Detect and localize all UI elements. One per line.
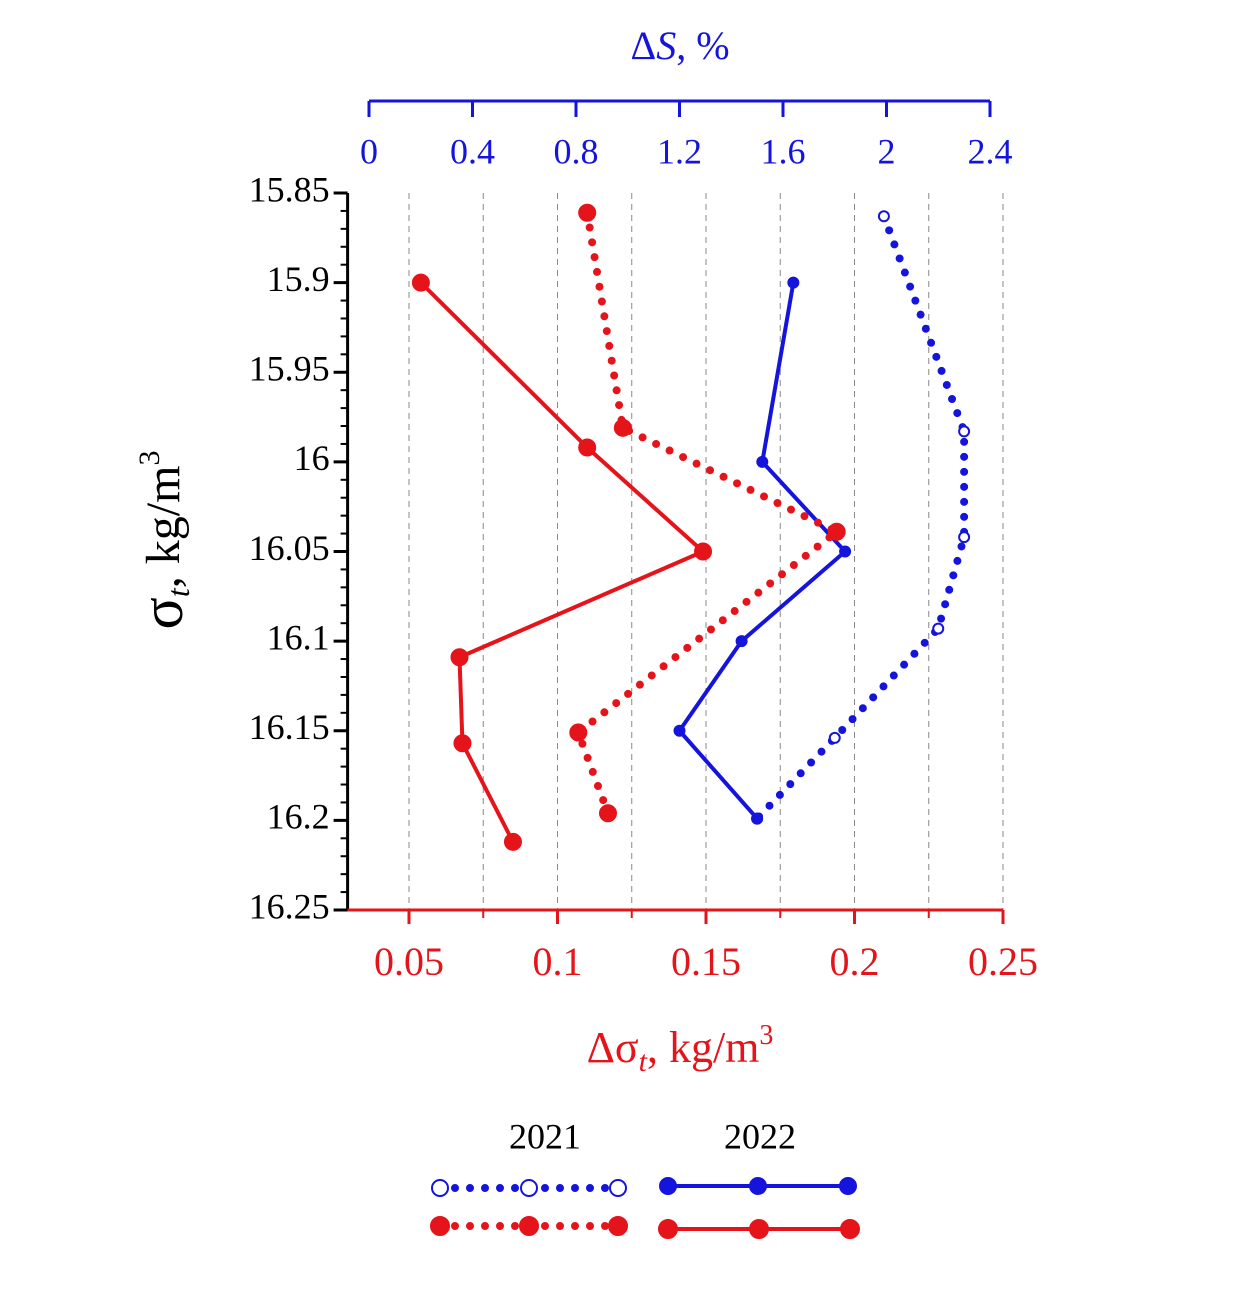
y-tick-label: 16.15 [249,707,330,747]
y-tick-label: 16.2 [267,797,330,837]
data-point [578,438,597,457]
legend-marker [840,1219,860,1239]
y-tick-label: 16.1 [267,617,330,657]
data-point [453,734,472,753]
y-tick-label: 15.95 [249,349,330,389]
top-axis-label: ΔS, % [630,23,729,68]
x-tick-label: 0.25 [968,939,1038,984]
series-line [677,282,848,820]
legend-marker [430,1216,450,1236]
label-part: , kg/m [137,466,190,589]
x2-tick-label: 0 [360,131,378,171]
data-point [756,455,769,468]
data-point [958,531,971,544]
bottom-axis-label: Δσt, kg/m3 [587,1020,774,1077]
x-tick-label: 0.2 [830,939,880,984]
y-tick-label: 16 [294,438,330,478]
y-tick-label: 16.25 [249,886,330,926]
data-point [450,648,469,667]
label-part: Δσ [587,1023,639,1072]
label-part: t [639,1045,648,1078]
x2-tick-label: 1.2 [657,131,702,171]
legend-marker [609,1179,627,1197]
data-point [958,425,971,438]
data-point [694,542,713,561]
data-point [411,273,430,292]
legend-marker [519,1216,539,1236]
data-point [598,804,617,823]
y-tick-label: 16.05 [249,528,330,568]
x2-tick-label: 2 [878,131,896,171]
data-point [613,418,632,437]
label-part: , kg/m [647,1023,759,1072]
legend-marker [520,1179,538,1197]
series-line [574,208,841,818]
legend-marker [749,1219,769,1239]
data-point [751,812,764,825]
legend-marker [659,1177,677,1195]
x2-tick-label: 0.8 [554,131,599,171]
data-point [877,210,890,223]
x-tick-label: 0.15 [671,939,741,984]
data-point [828,731,841,744]
label-part: S [656,23,676,68]
y-tick-label: 15.9 [267,259,330,299]
x2-tick-label: 2.4 [968,131,1013,171]
series-line [753,212,969,823]
legend-marker [839,1177,857,1195]
label-part: 3 [133,451,166,466]
label-part: σ [129,597,195,629]
label-part: t [160,587,196,597]
y-axis-label: σt, kg/m3 [129,451,197,630]
data-point [787,276,800,289]
data-point [735,635,748,648]
x-tick-label: 0.1 [533,939,583,984]
data-point [839,545,852,558]
y-tick-label: 15.85 [249,169,330,209]
x-tick-label: 0.05 [374,939,444,984]
legend-title: 2021 [509,1116,581,1156]
legend-marker [608,1216,628,1236]
data-point [578,203,597,222]
data-point [503,832,522,851]
legend-marker [749,1177,767,1195]
legend-marker [431,1179,449,1197]
label-part: 3 [759,1020,773,1051]
label-part: , % [676,23,729,68]
legend-title: 2022 [724,1116,796,1156]
legend-marker [658,1219,678,1239]
x2-tick-label: 1.6 [761,131,806,171]
x2-tick-label: 0.4 [450,131,495,171]
data-point [673,724,686,737]
data-point [827,522,846,541]
label-part: Δ [630,23,656,68]
series-line [419,281,706,843]
data-point [569,723,588,742]
data-point [932,622,945,635]
